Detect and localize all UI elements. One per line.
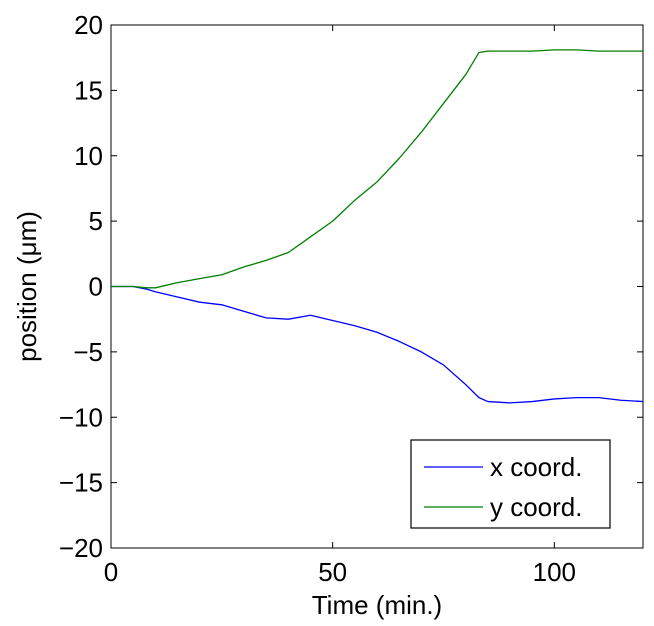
x-tick-label: 100 — [533, 557, 576, 587]
y-axis-ticks: −20 −15 −10 −5 0 5 10 15 20 — [59, 10, 643, 563]
y-tick-label: 5 — [89, 206, 103, 236]
x-axis-ticks: 0 50 100 — [104, 25, 576, 587]
legend-label-y-coord: y coord. — [490, 492, 583, 522]
y-tick-label: 15 — [74, 75, 103, 105]
x-tick-label: 50 — [318, 557, 347, 587]
legend-box — [410, 439, 611, 529]
y-tick-label: 10 — [74, 141, 103, 171]
y-tick-label: −10 — [59, 402, 103, 432]
y-tick-label: −15 — [59, 468, 103, 498]
legend-label-x-coord: x coord. — [490, 452, 583, 482]
legend: x coord. y coord. — [410, 439, 611, 529]
y-axis-label: position (μm) — [12, 211, 42, 362]
series-line-y-coord — [111, 49, 643, 289]
x-tick-label: 0 — [104, 557, 118, 587]
series-lines — [111, 49, 644, 404]
x-axis-label: Time (min.) — [312, 590, 442, 620]
y-tick-label: 20 — [74, 10, 103, 40]
series-line-x-coord — [111, 285, 644, 404]
y-tick-label: 0 — [89, 272, 103, 302]
y-tick-label: −20 — [59, 533, 103, 563]
y-tick-label: −5 — [73, 337, 103, 367]
